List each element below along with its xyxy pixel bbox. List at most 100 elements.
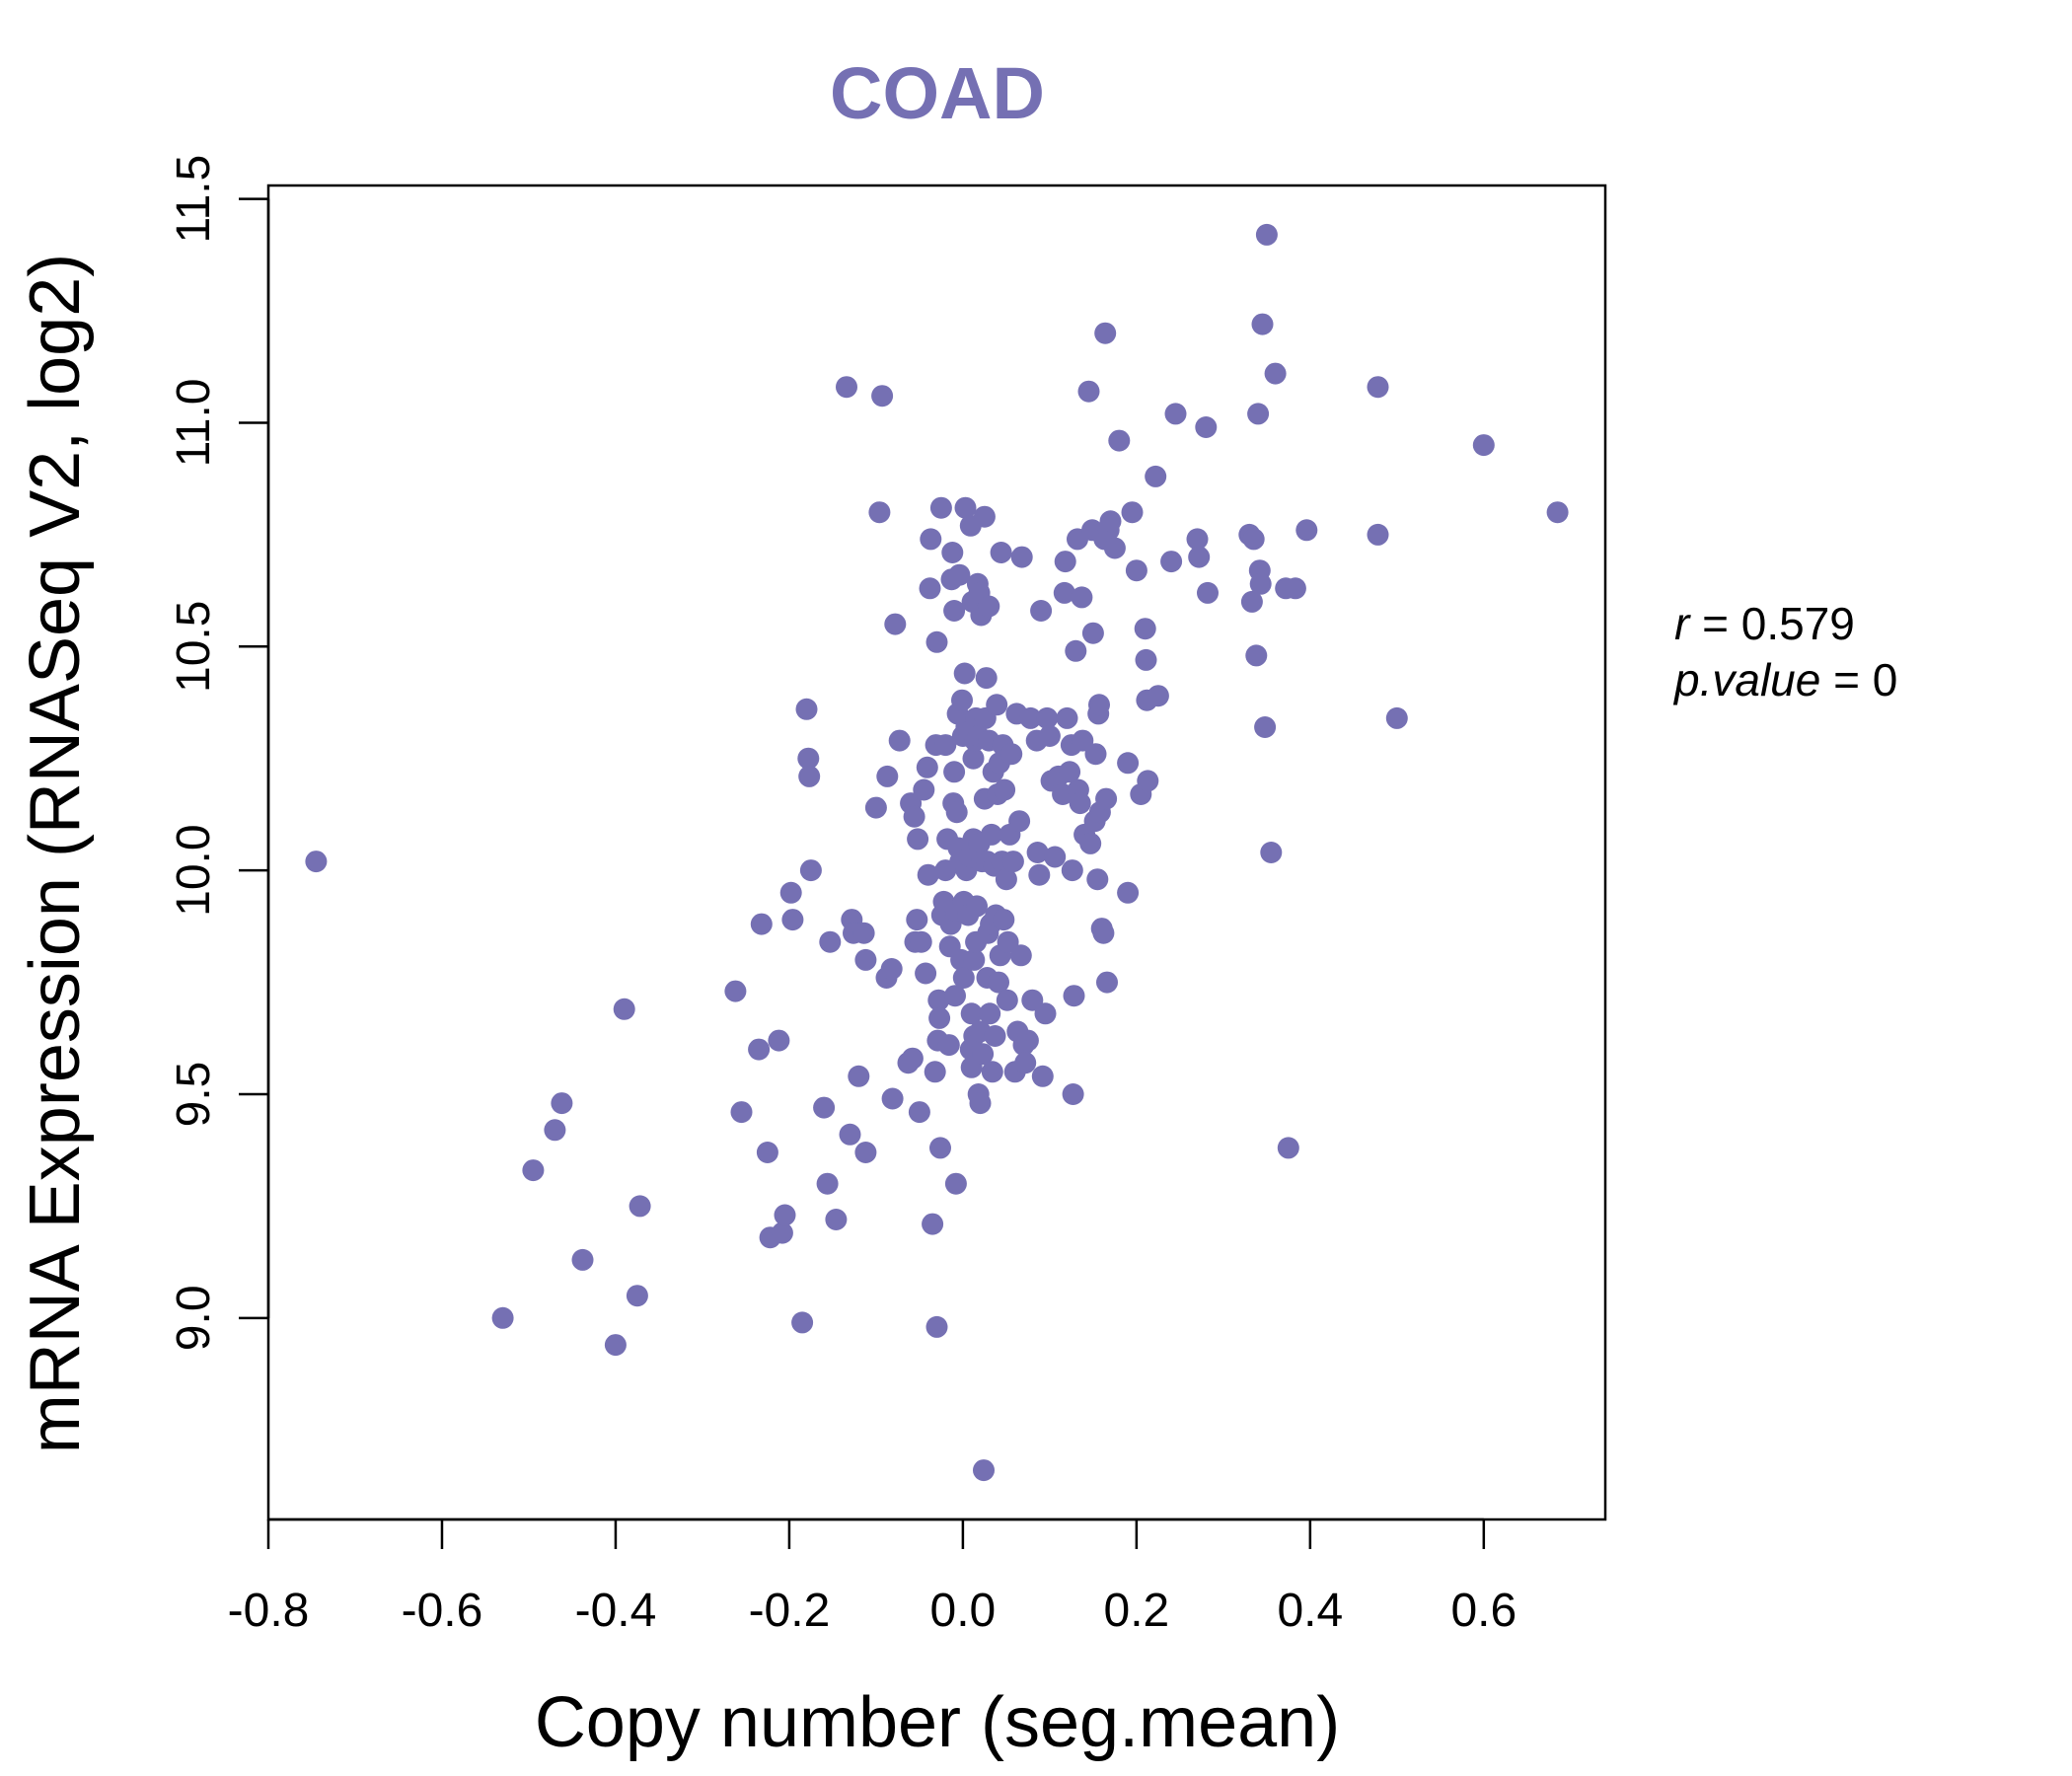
r-equals: = xyxy=(1689,598,1740,649)
data-point xyxy=(1134,618,1156,640)
data-point xyxy=(981,1061,1003,1083)
data-point xyxy=(1472,434,1495,457)
x-axis: -0.8 -0.6 -0.4 -0.2 0.0 0.2 0.4 0.6 xyxy=(228,1517,1517,1637)
data-point xyxy=(994,778,1016,801)
data-point xyxy=(756,1142,778,1163)
data-point xyxy=(960,1002,983,1025)
data-point xyxy=(1277,1137,1299,1159)
data-point xyxy=(1084,743,1107,766)
x-tick-label: -0.6 xyxy=(402,1585,483,1637)
data-point xyxy=(973,1459,995,1482)
data-point xyxy=(901,1047,924,1070)
data-point xyxy=(1295,519,1318,542)
pvalue-annotation: p.value = 0 xyxy=(1672,654,1897,705)
data-point xyxy=(799,859,822,882)
data-point xyxy=(1103,537,1126,559)
data-point xyxy=(1260,842,1283,863)
data-point xyxy=(1255,223,1278,246)
data-point xyxy=(1137,770,1159,792)
data-point xyxy=(1092,922,1115,944)
data-point xyxy=(1094,322,1117,344)
data-point xyxy=(868,501,891,524)
data-point xyxy=(1242,528,1265,551)
data-point xyxy=(1135,648,1157,671)
y-axis-label: mRNA Expression (RNASeq V2, log2) xyxy=(16,254,95,1453)
data-point xyxy=(996,989,1018,1011)
data-point xyxy=(1096,971,1118,994)
x-tick-label: 0.0 xyxy=(930,1585,997,1637)
data-point xyxy=(1117,752,1140,775)
data-point xyxy=(791,1311,814,1334)
y-tick-label: 10.0 xyxy=(168,824,220,916)
data-point xyxy=(978,595,1000,618)
data-point xyxy=(929,1137,951,1159)
data-point xyxy=(984,1025,1006,1047)
data-point xyxy=(951,689,973,711)
data-point xyxy=(1056,706,1078,729)
data-point xyxy=(993,909,1015,931)
data-point xyxy=(730,1101,753,1124)
data-point xyxy=(1053,581,1075,604)
data-point xyxy=(986,694,1008,716)
data-point xyxy=(839,1123,861,1146)
data-point xyxy=(1117,881,1140,904)
data-point xyxy=(848,1065,870,1087)
data-point xyxy=(966,895,988,918)
data-point xyxy=(774,1204,796,1226)
data-point xyxy=(629,1195,651,1218)
data-point xyxy=(1247,403,1270,425)
data-point xyxy=(825,1209,848,1230)
data-point xyxy=(928,1006,951,1029)
data-point xyxy=(852,922,875,944)
data-point xyxy=(954,496,977,519)
data-point xyxy=(1254,716,1277,738)
data-point xyxy=(1079,832,1102,854)
data-point xyxy=(1010,546,1033,568)
y-tick-label: 10.5 xyxy=(168,601,220,693)
data-point xyxy=(1121,501,1144,524)
data-point xyxy=(1038,725,1061,747)
chart-title: COAD xyxy=(830,52,1045,134)
data-point xyxy=(1044,846,1067,868)
data-point xyxy=(979,1002,1001,1025)
data-point xyxy=(836,376,857,399)
data-point xyxy=(604,1334,627,1357)
data-point xyxy=(813,1096,836,1119)
data-point xyxy=(920,528,942,551)
data-point xyxy=(491,1306,514,1329)
data-point xyxy=(305,851,328,873)
data-point xyxy=(990,542,1012,563)
data-point xyxy=(1147,685,1169,707)
data-point xyxy=(1086,868,1109,891)
data-point xyxy=(1028,863,1051,886)
data-point xyxy=(750,913,773,935)
data-point xyxy=(1099,510,1122,533)
data-point xyxy=(1245,644,1268,667)
p-equals: = xyxy=(1820,654,1872,705)
x-tick-label: 0.4 xyxy=(1277,1585,1343,1637)
data-points xyxy=(305,223,1569,1482)
data-point xyxy=(626,1285,648,1307)
data-point xyxy=(924,1061,946,1083)
data-point xyxy=(943,600,966,622)
data-point xyxy=(880,958,903,980)
data-point xyxy=(973,505,996,528)
data-point xyxy=(908,1101,930,1124)
data-point xyxy=(1019,706,1042,729)
data-point xyxy=(1009,944,1032,967)
data-point xyxy=(995,868,1017,891)
data-point xyxy=(988,971,1009,994)
data-point xyxy=(1385,706,1408,729)
data-point xyxy=(819,930,842,953)
data-point xyxy=(797,747,820,770)
data-point xyxy=(854,948,877,971)
x-tick-label: -0.8 xyxy=(228,1585,310,1637)
data-point xyxy=(910,930,932,953)
x-tick-label: 0.2 xyxy=(1104,1585,1170,1637)
data-point xyxy=(771,1221,793,1244)
data-point xyxy=(1546,501,1569,524)
data-point xyxy=(922,1213,944,1235)
data-point xyxy=(925,1315,948,1338)
y-tick-label: 11.0 xyxy=(168,379,220,468)
data-point xyxy=(975,667,998,690)
